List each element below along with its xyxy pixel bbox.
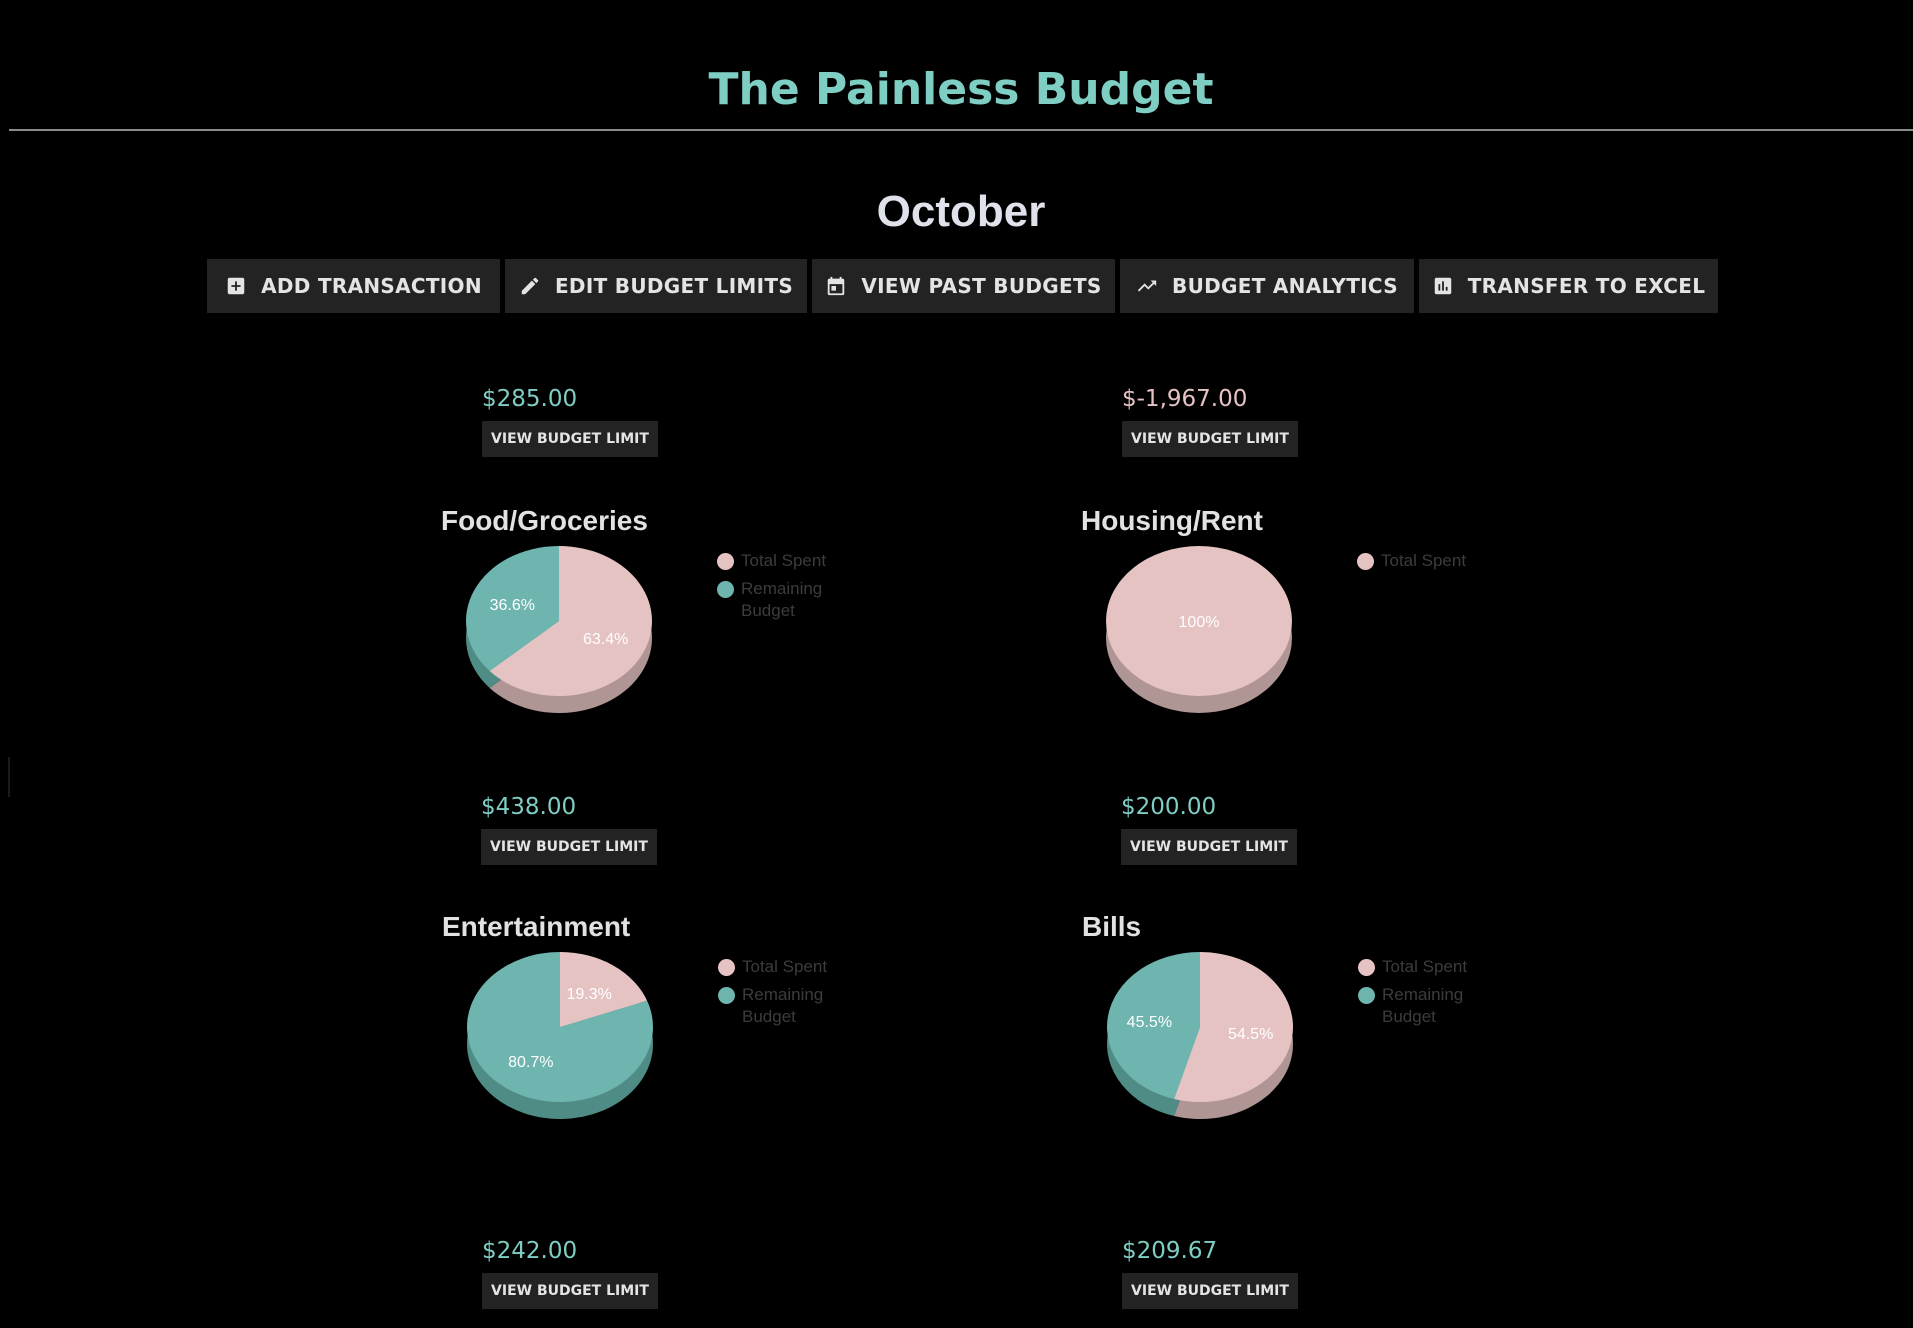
slice-percent-label: 36.6% bbox=[490, 597, 535, 614]
slice-percent-label: 100% bbox=[1179, 614, 1220, 631]
remaining-amount: $242.00 bbox=[482, 1238, 578, 1264]
calendar-icon bbox=[828, 276, 845, 296]
chart-legend: Total Spent bbox=[1357, 550, 1497, 578]
legend-item-total-spent[interactable]: Total Spent bbox=[718, 956, 858, 978]
view-budget-limit-button[interactable]: VIEW BUDGET LIMIT bbox=[1121, 829, 1297, 865]
pie-slice-remaining-budget[interactable] bbox=[1107, 952, 1200, 1100]
legend-label: Total Spent bbox=[1382, 957, 1468, 976]
slice-percent-label: 54.5% bbox=[1228, 1026, 1273, 1043]
chart-legend: Total Spent Remaining Budget bbox=[1358, 956, 1498, 1034]
legend-label: Total Spent bbox=[741, 551, 827, 570]
remaining-amount: $209.67 bbox=[1122, 1238, 1218, 1264]
category-title: Housing/Rent bbox=[1081, 505, 1263, 536]
budget-summary: $200.00 VIEW BUDGET LIMIT bbox=[1081, 792, 1381, 872]
transfer-to-excel-button[interactable]: TRANSFER TO EXCEL bbox=[1419, 259, 1718, 313]
budget-summary-top-left: $285.00 VIEW BUDGET LIMIT bbox=[442, 384, 658, 474]
pie-chart-housing-rent: 100% bbox=[1106, 546, 1292, 713]
legend-item-total-spent[interactable]: Total Spent bbox=[717, 550, 857, 572]
remaining-amount: $438.00 bbox=[481, 794, 577, 820]
pie-slice-total-spent[interactable] bbox=[560, 952, 648, 1027]
view-budget-limit-button[interactable]: VIEW BUDGET LIMIT bbox=[1122, 421, 1298, 457]
legend-item-total-spent[interactable]: Total Spent bbox=[1357, 550, 1497, 572]
pie-chart-bills: 54.5% 45.5% bbox=[1107, 952, 1293, 1119]
budget-analytics-label: BUDGET ANALYTICS bbox=[1172, 274, 1398, 298]
pie-slice-total-spent[interactable] bbox=[1174, 952, 1293, 1102]
legend-label: Total Spent bbox=[742, 957, 828, 976]
budget-card-food-groceries: Food/Groceries 63.4% 36.6% Total Spent Re… bbox=[441, 404, 1001, 865]
chart-legend: Total Spent Remaining Budget bbox=[717, 550, 857, 628]
legend-label: Total Spent bbox=[1381, 551, 1467, 570]
budget-summary: $438.00 VIEW BUDGET LIMIT bbox=[441, 792, 741, 872]
chart-legend: Total Spent Remaining Budget bbox=[718, 956, 858, 1034]
view-past-budgets-label: VIEW PAST BUDGETS bbox=[861, 274, 1102, 298]
budget-analytics-button[interactable]: BUDGET ANALYTICS bbox=[1120, 259, 1414, 313]
legend-item-remaining-budget[interactable]: Remaining Budget bbox=[718, 984, 858, 1028]
slice-percent-label: 80.7% bbox=[508, 1054, 553, 1071]
legend-dot bbox=[718, 987, 735, 1004]
view-budget-limit-button[interactable]: VIEW BUDGET LIMIT bbox=[482, 1273, 658, 1309]
app-title: The Painless Budget bbox=[708, 64, 1214, 115]
edit-budget-limits-label: EDIT BUDGET LIMITS bbox=[554, 274, 794, 298]
budget-summary: $242.00 VIEW BUDGET LIMIT bbox=[442, 1236, 742, 1316]
legend-label: Remaining Budget bbox=[742, 985, 824, 1026]
title-divider bbox=[9, 129, 1913, 131]
trending-up-icon bbox=[1137, 280, 1157, 292]
view-budget-limit-button[interactable]: VIEW BUDGET LIMIT bbox=[1122, 1273, 1298, 1309]
month-title: October bbox=[876, 187, 1046, 236]
remaining-amount: $285.00 bbox=[482, 386, 578, 412]
legend-dot bbox=[718, 959, 735, 976]
legend-dot bbox=[1358, 987, 1375, 1004]
pie-chart-food-groceries: 63.4% 36.6% bbox=[465, 546, 652, 713]
legend-item-remaining-budget[interactable]: Remaining Budget bbox=[1358, 984, 1498, 1028]
category-title: Bills bbox=[1082, 911, 1142, 942]
legend-label: Remaining Budget bbox=[1382, 985, 1464, 1026]
add-transaction-button[interactable]: ADD TRANSACTION bbox=[207, 259, 500, 313]
budget-card-bills: Bills 54.5% 45.5% Total Spent Remaining B… bbox=[1082, 810, 1642, 1309]
legend-dot bbox=[717, 553, 734, 570]
add-box-icon bbox=[227, 277, 245, 295]
budget-card-housing-rent: Housing/Rent 100% Total Spent $200.00 VI… bbox=[1081, 404, 1641, 865]
legend-label: Remaining Budget bbox=[741, 579, 823, 620]
legend-dot bbox=[717, 581, 734, 598]
category-title: Entertainment bbox=[442, 911, 631, 942]
legend-item-remaining-budget[interactable]: Remaining Budget bbox=[717, 578, 857, 622]
pie-slice-remaining-budget[interactable] bbox=[466, 546, 559, 671]
category-title: Food/Groceries bbox=[441, 505, 648, 536]
add-transaction-label: ADD TRANSACTION bbox=[261, 274, 482, 298]
pie-chart-entertainment: 19.3% 80.7% bbox=[467, 952, 653, 1119]
slice-percent-label: 63.4% bbox=[583, 631, 628, 648]
scroll-edge-marker bbox=[8, 757, 10, 797]
budget-card-entertainment: Entertainment 19.3% 80.7% Total Spent Rem… bbox=[442, 810, 1002, 1309]
remaining-amount: $-1,967.00 bbox=[1122, 386, 1248, 412]
legend-dot bbox=[1358, 959, 1375, 976]
budget-summary-top-right: $-1,967.00 VIEW BUDGET LIMIT bbox=[1082, 384, 1298, 474]
view-past-budgets-button[interactable]: VIEW PAST BUDGETS bbox=[812, 259, 1115, 313]
slice-percent-label: 19.3% bbox=[566, 986, 611, 1003]
view-budget-limit-button[interactable]: VIEW BUDGET LIMIT bbox=[481, 829, 657, 865]
toolbar: ADD TRANSACTION EDIT BUDGET LIMITS VIEW … bbox=[207, 259, 1718, 313]
budget-summary: $209.67 VIEW BUDGET LIMIT bbox=[1082, 1236, 1382, 1316]
pie-slice-remaining-budget[interactable] bbox=[467, 952, 653, 1102]
pie-slice-total-spent[interactable] bbox=[1106, 546, 1292, 696]
pie-slice-total-spent[interactable] bbox=[489, 546, 652, 696]
legend-item-total-spent[interactable]: Total Spent bbox=[1358, 956, 1498, 978]
transfer-to-excel-label: TRANSFER TO EXCEL bbox=[1467, 274, 1706, 298]
bar-chart-icon bbox=[1434, 277, 1451, 295]
view-budget-limit-button[interactable]: VIEW BUDGET LIMIT bbox=[482, 421, 658, 457]
slice-percent-label: 45.5% bbox=[1127, 1014, 1172, 1031]
remaining-amount: $200.00 bbox=[1121, 794, 1217, 820]
pencil-icon bbox=[521, 277, 539, 295]
edit-budget-limits-button[interactable]: EDIT BUDGET LIMITS bbox=[505, 259, 807, 313]
legend-dot bbox=[1357, 553, 1374, 570]
